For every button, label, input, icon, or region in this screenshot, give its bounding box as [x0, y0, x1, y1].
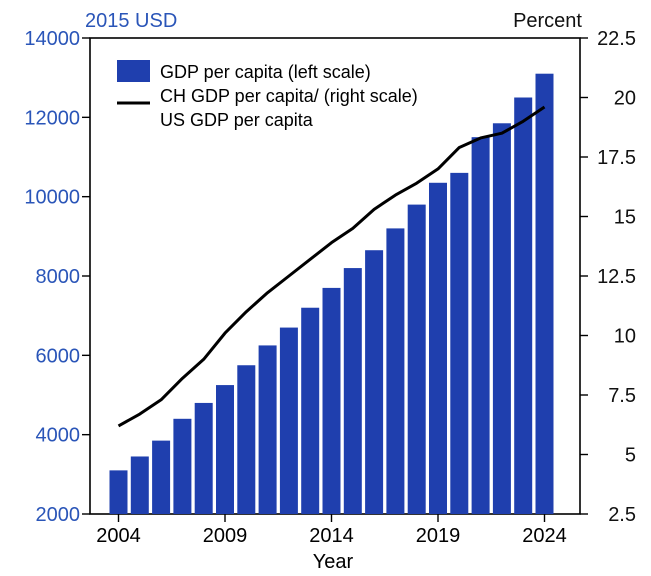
bar-2023: [514, 97, 533, 514]
left-tick-label-8000: 8000: [36, 266, 81, 288]
x-tick-label-2019: 2019: [416, 525, 461, 547]
bar-2016: [365, 250, 384, 514]
right-tick-label-17.5: 17.5: [597, 147, 636, 169]
left-tick-label-2000: 2000: [36, 504, 81, 526]
bar-2004: [109, 470, 128, 514]
left-tick-label-12000: 12000: [24, 107, 80, 129]
x-tick-label-2004: 2004: [96, 525, 141, 547]
x-tick-label-2009: 2009: [203, 525, 248, 547]
x-tick-label-2024: 2024: [522, 525, 567, 547]
right-tick-label-7.5: 7.5: [608, 385, 636, 407]
bar-2024: [535, 73, 554, 514]
bar-2005: [130, 456, 149, 514]
bar-series: [109, 73, 554, 515]
right-axis-ticks: 2.5 5 7.5 10 12.5 15 17.5 20 22.5: [580, 28, 636, 526]
bar-2008: [194, 402, 213, 514]
right-tick-label-22.5: 22.5: [597, 28, 636, 50]
left-axis-unit-label: 2015 USD: [85, 10, 177, 32]
left-tick-label-14000: 14000: [24, 28, 80, 50]
bar-2010: [237, 365, 256, 514]
bar-2021: [471, 137, 490, 515]
left-tick-label-4000: 4000: [36, 425, 81, 447]
left-tick-label-10000: 10000: [24, 187, 80, 209]
right-tick-label-10: 10: [614, 326, 636, 348]
legend: GDP per capita (left scale) CH GDP per c…: [117, 60, 418, 130]
right-tick-label-20: 20: [614, 88, 636, 110]
bar-2022: [492, 123, 511, 514]
ratio-line: [117, 105, 546, 428]
right-axis-unit-label: Percent: [513, 10, 582, 32]
legend-line-label-1: CH GDP per capita/ (right scale): [160, 86, 418, 106]
bar-2011: [258, 345, 277, 514]
bar-2015: [343, 268, 362, 514]
right-tick-label-2.5: 2.5: [608, 504, 636, 526]
legend-line-label-2: US GDP per capita: [160, 110, 314, 130]
legend-bar-swatch: [117, 60, 150, 82]
line-series: [117, 105, 546, 428]
bar-2013: [301, 307, 320, 514]
left-axis-ticks: 2000 4000 6000 8000 10000 12000 14000: [24, 28, 90, 526]
bar-2017: [386, 228, 405, 514]
bar-2018: [407, 204, 426, 514]
bar-2014: [322, 287, 341, 514]
bar-2019: [429, 182, 447, 514]
legend-bar-label: GDP per capita (left scale): [160, 62, 371, 82]
bar-2020: [450, 172, 469, 514]
bar-2007: [173, 418, 192, 514]
x-tick-label-2014: 2014: [309, 525, 354, 547]
bar-2009: [216, 385, 234, 514]
right-tick-label-12.5: 12.5: [597, 266, 636, 288]
bar-2012: [279, 327, 298, 514]
x-axis-ticks: 2004 2009 2014 2019 2024: [96, 514, 567, 547]
right-tick-label-5: 5: [625, 445, 636, 467]
right-tick-label-15: 15: [614, 207, 636, 229]
x-axis-title: Year: [313, 551, 354, 573]
bar-2006: [152, 440, 171, 514]
left-tick-label-6000: 6000: [36, 345, 81, 367]
